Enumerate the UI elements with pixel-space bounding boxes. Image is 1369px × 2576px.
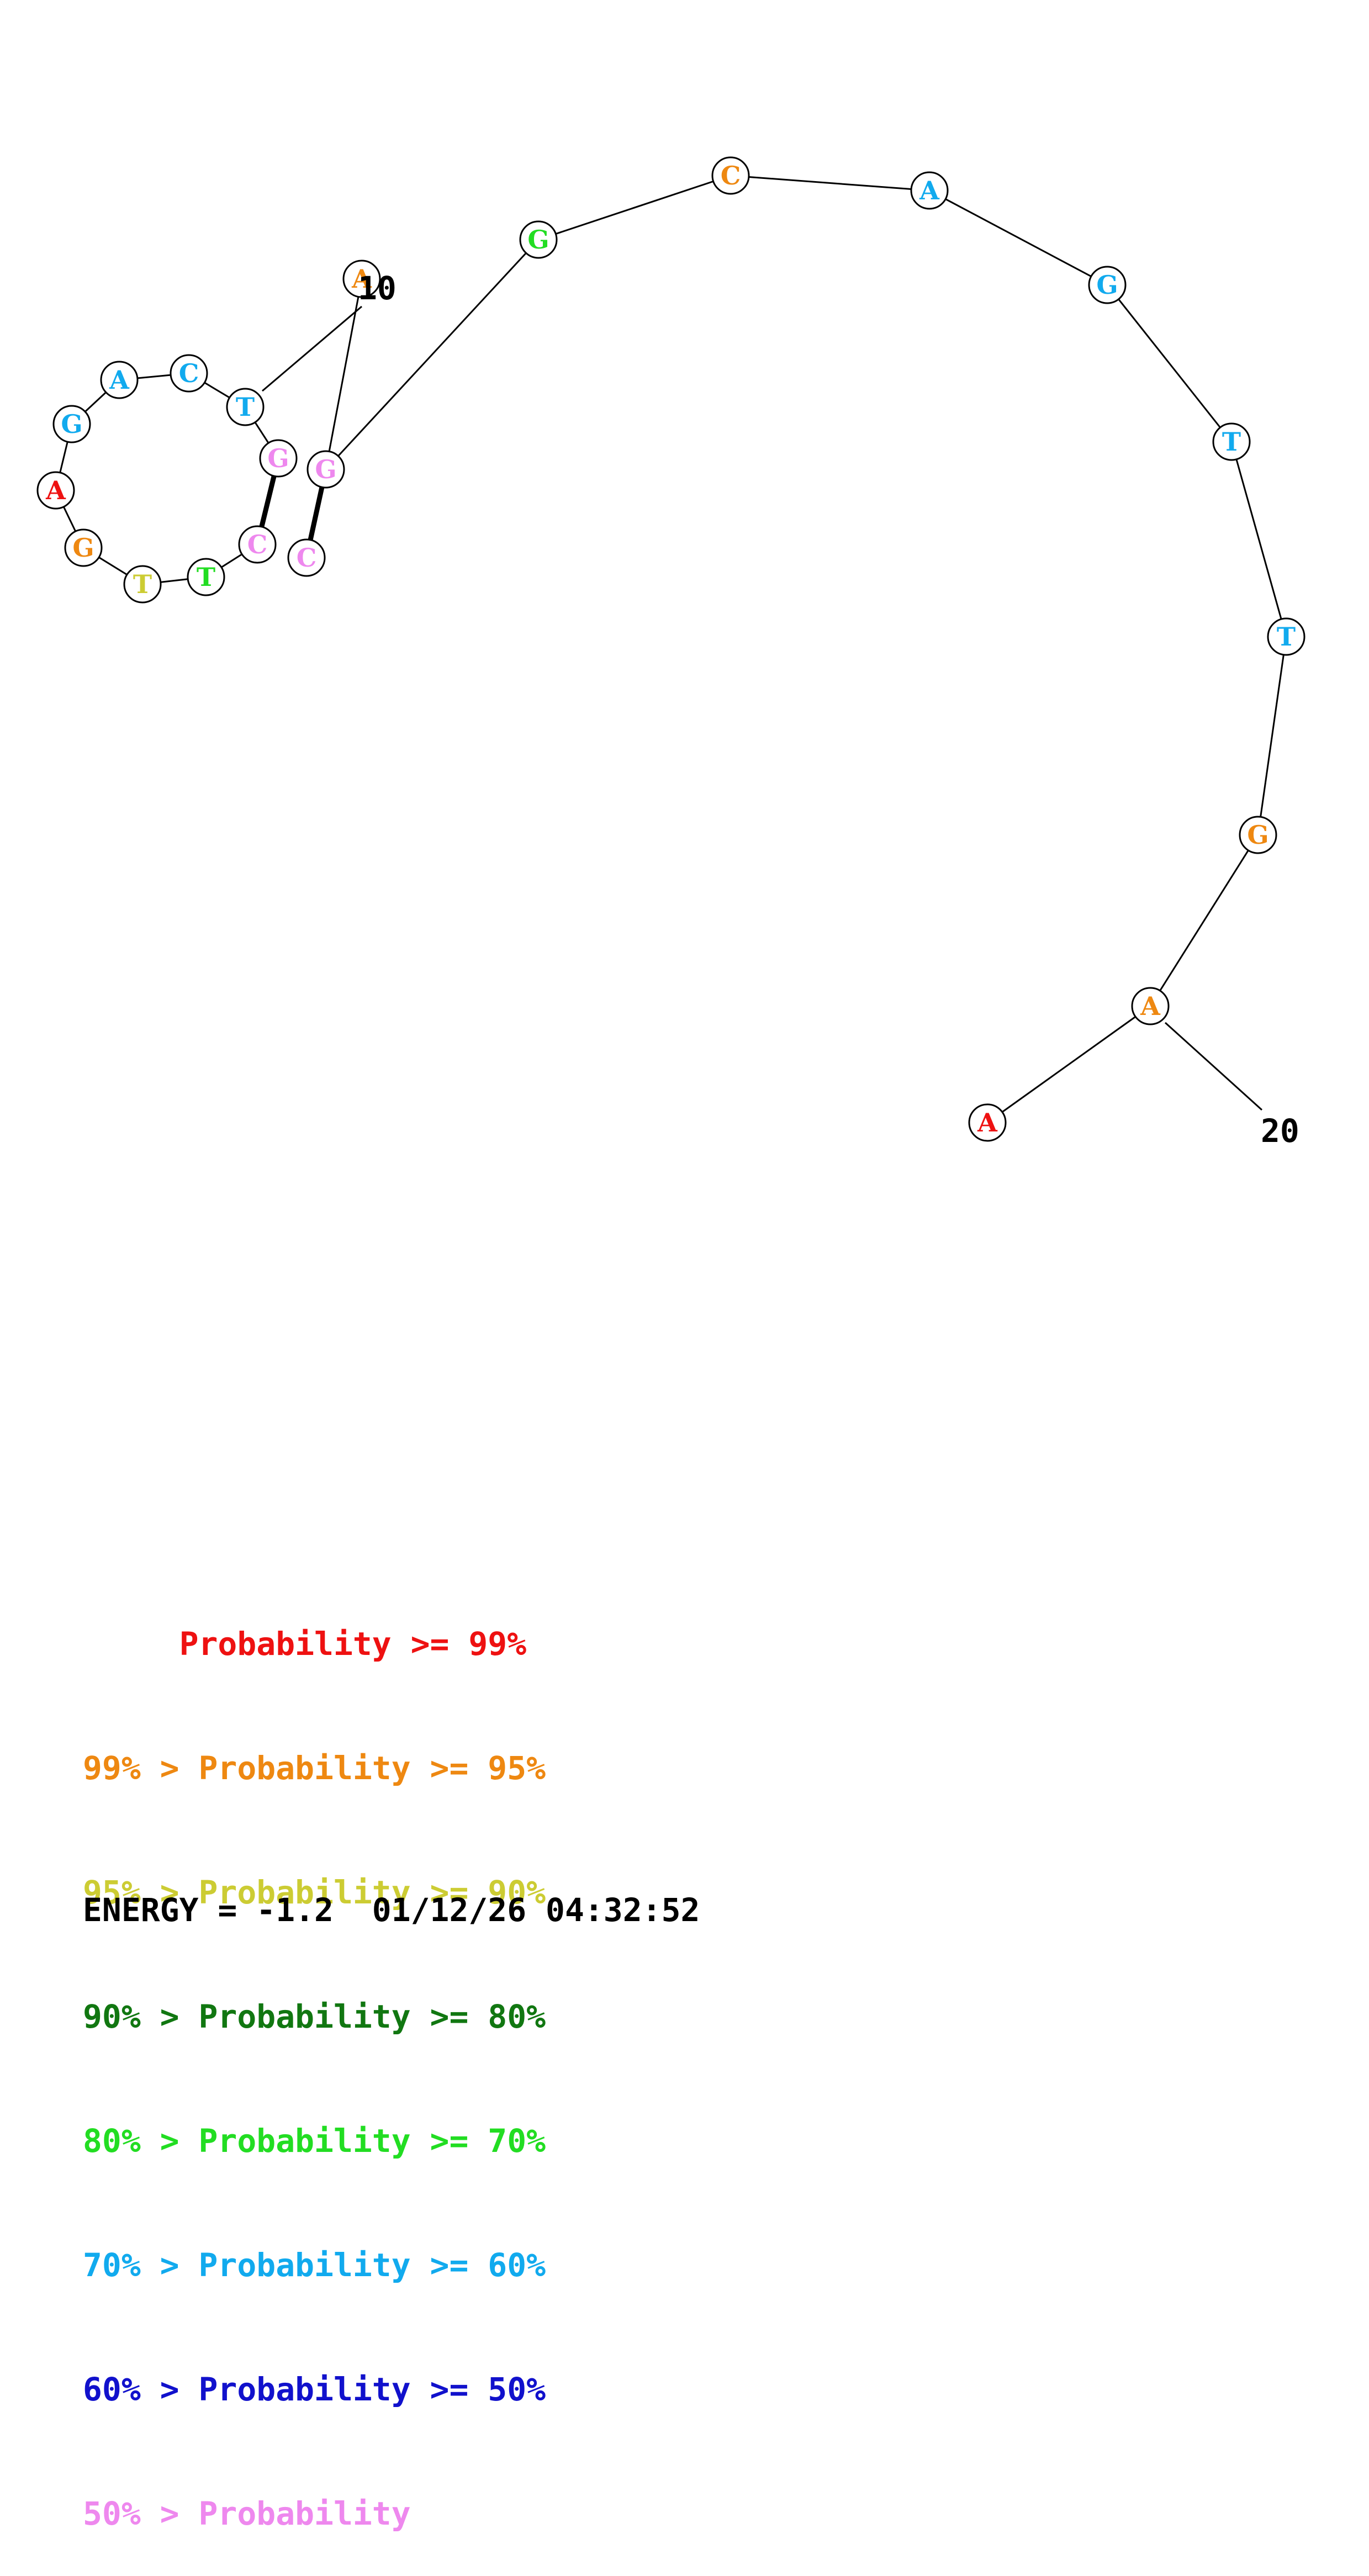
nucleotide-circle: [52, 405, 91, 443]
nucleotide-circle: [259, 439, 298, 478]
nucleotide-node: G: [259, 439, 298, 478]
nucleotide-circle: [123, 565, 162, 604]
index-tick-line: [262, 305, 362, 392]
index-labels: 10 20: [262, 269, 1299, 1150]
nucleotide-node: G: [519, 220, 558, 259]
nucleotide-node: A: [36, 471, 75, 510]
nucleotide-circle: [711, 156, 750, 195]
nucleotide-letter: G: [315, 454, 336, 484]
nucleotide-node: T: [1267, 617, 1305, 656]
nucleotide-node: A: [968, 1103, 1007, 1142]
nucleotide-node: C: [170, 354, 208, 393]
nucleotide-node: C: [287, 538, 326, 577]
nucleotide-circle: [226, 388, 265, 426]
nucleotide-letter: G: [72, 533, 94, 563]
nucleotide-letter: G: [527, 225, 549, 255]
nucleotide-circle: [287, 538, 326, 577]
nucleotide-letter: A: [1140, 991, 1161, 1021]
nucleotide-node: C: [711, 156, 750, 195]
backbone-segment: [987, 1005, 1151, 1124]
probability-legend: Probability >= 99% 99% > Probability >= …: [83, 1541, 546, 2576]
nucleotide-letter: T: [1277, 622, 1296, 652]
nucleotide-node: G: [1239, 816, 1277, 854]
nucleotide-node: G: [306, 450, 345, 489]
backbone-segment: [325, 239, 540, 470]
nucleotide-letter: G: [1247, 820, 1268, 850]
backbone-segment: [325, 278, 363, 470]
index-label: 10: [358, 269, 397, 307]
backbone-segment: [1257, 636, 1287, 835]
nucleotide-circle: [1131, 987, 1170, 1025]
backbone-segment: [1149, 834, 1259, 1007]
nucleotide-node: A: [1131, 987, 1170, 1025]
nucleotide-circle: [1239, 816, 1277, 854]
legend-row-95: 99% > Probability >= 95%: [83, 1749, 546, 1787]
nucleotide-letter: C: [179, 358, 199, 388]
legend-row-90: 95% > Probability >= 90%: [83, 1874, 546, 1911]
index-tick-line: [1164, 1022, 1263, 1111]
nucleotide-node: T: [226, 388, 265, 426]
backbone-lines: [55, 174, 1287, 1124]
backbone-segment: [929, 189, 1108, 286]
nucleotide-letter: G: [267, 443, 289, 473]
nucleotide-letter: G: [61, 409, 82, 439]
backbone-segment: [1106, 284, 1233, 442]
nucleotide-node: A: [910, 171, 949, 210]
legend-row-80: 90% > Probability >= 80%: [83, 1998, 546, 2035]
nucleotide-letter: A: [109, 365, 130, 395]
nucleotide-node: G: [1088, 266, 1127, 304]
nucleotide-circle: [1267, 617, 1305, 656]
backbone-segment: [538, 174, 731, 241]
nucleotide-circle: [238, 525, 277, 564]
nucleotide-letter: A: [351, 264, 372, 294]
nucleotide-circle: [187, 558, 225, 596]
nucleotide-circle: [170, 354, 208, 393]
nucleotide-letter: C: [297, 543, 317, 573]
nucleotide-letter: T: [133, 569, 152, 599]
legend-row-99: Probability >= 99%: [83, 1625, 527, 1663]
legend-row-70: 80% > Probability >= 70%: [83, 2122, 546, 2160]
nucleotide-circle: [910, 171, 949, 210]
nucleotide-letter: A: [919, 176, 940, 205]
nucleotide-circle: [306, 450, 345, 489]
nucleotide-letter: A: [977, 1108, 998, 1138]
nucleotide-node: C: [238, 525, 277, 564]
nucleotide-node: T: [187, 558, 225, 596]
nucleotide-circle: [64, 528, 103, 567]
nucleotide-letter: T: [1222, 427, 1241, 457]
nucleotide-circle: [1212, 422, 1251, 461]
nucleotide-circle: [968, 1103, 1007, 1142]
legend-row-below-50: 50% > Probability: [83, 2495, 411, 2532]
index-label: 20: [1261, 1112, 1299, 1150]
nucleotide-letter: T: [197, 562, 215, 592]
nucleotide-letter: A: [45, 475, 66, 505]
nucleotide-circle: [519, 220, 558, 259]
nucleotide-letter: C: [247, 530, 268, 559]
nucleotide-node: T: [1212, 422, 1251, 461]
nucleotide-circle: [1088, 266, 1127, 304]
nucleotide-node: A: [342, 260, 381, 298]
nucleotide-node: A: [100, 361, 139, 399]
nucleotide-letter: C: [721, 161, 741, 191]
nucleotide-node: G: [52, 405, 91, 443]
energy-footer: ENERGY = -1.2 01/12/26 04:32:52: [83, 1891, 700, 1929]
nucleotide-letter: T: [236, 392, 255, 422]
backbone-segment: [730, 174, 930, 192]
nucleotide-circle: [342, 260, 381, 298]
nucleotide-circle: [100, 361, 139, 399]
nucleotide-letter: G: [1096, 270, 1118, 300]
nucleotide-node: T: [123, 565, 162, 604]
legend-row-60: 70% > Probability >= 60%: [83, 2246, 546, 2284]
nucleotide-circle: [36, 471, 75, 510]
nucleotide-node: G: [64, 528, 103, 567]
backbone-segment: [1230, 441, 1287, 637]
legend-row-50: 60% > Probability >= 50%: [83, 2371, 546, 2408]
